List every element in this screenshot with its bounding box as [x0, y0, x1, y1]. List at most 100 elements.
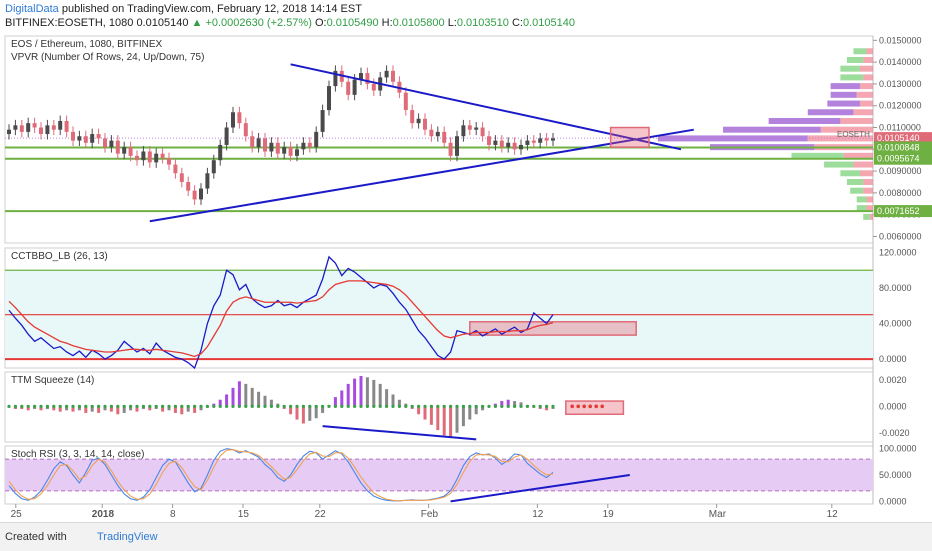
squeeze-bar — [321, 406, 325, 413]
candle-body — [199, 188, 203, 200]
squeeze-dot — [570, 404, 574, 409]
close-label: C: — [511, 17, 523, 29]
candle-body — [403, 92, 408, 111]
candle-body — [141, 151, 146, 161]
y-tick-label-4: 50.0000 — [879, 470, 912, 480]
squeeze-dot — [372, 404, 376, 408]
vpvr-bar-up — [840, 74, 864, 81]
price-label-bg — [874, 205, 932, 218]
candle-body — [531, 140, 536, 143]
squeeze-bar — [135, 406, 139, 412]
squeeze-dot — [436, 404, 440, 408]
squeeze-dot — [327, 404, 331, 408]
low-value: 0.0103510 — [456, 17, 509, 29]
squeeze-dot — [429, 404, 433, 408]
squeeze-dot — [397, 404, 401, 408]
vpvr-bar-down — [840, 117, 873, 124]
squeeze-dot — [314, 404, 318, 408]
squeeze-dot — [487, 404, 491, 408]
squeeze-bar — [429, 406, 433, 425]
trendline — [450, 474, 630, 503]
pane-title-4: Stoch RSI (3, 3, 14, 14, close) — [11, 449, 144, 460]
vpvr-bar-down — [859, 100, 873, 107]
squeeze-dot — [353, 404, 357, 408]
chart-area[interactable]: EOS / Ethereum, 1080, BITFINEX CCTBBO_LB … — [0, 30, 932, 522]
squeeze-bar — [468, 406, 472, 420]
squeeze-dot — [301, 404, 305, 408]
vpvr-bar-up — [846, 56, 864, 63]
candle-body — [307, 142, 312, 148]
y-tick-label-2: 120.0000 — [879, 247, 917, 257]
squeeze-dot — [500, 404, 504, 408]
high-value: 0.0105800 — [392, 17, 445, 29]
candle-body — [128, 147, 133, 156]
author-link[interactable]: DigitalData — [5, 3, 59, 15]
squeeze-bar — [218, 399, 222, 407]
candle-body — [147, 151, 152, 163]
squeeze-bar — [346, 383, 350, 407]
vpvr-bar-down — [863, 187, 873, 194]
candle-body — [192, 190, 197, 200]
vpvr-bar-down — [859, 83, 873, 90]
vpvr-bar-down — [863, 178, 873, 185]
open-label: O: — [314, 17, 327, 29]
squeeze-dot — [461, 404, 465, 408]
squeeze-dot — [7, 404, 11, 408]
candle-body — [224, 127, 229, 145]
squeeze-dot — [52, 404, 56, 408]
squeeze-dot — [65, 404, 69, 408]
price-label-bg — [874, 141, 932, 154]
squeeze-dot — [588, 404, 592, 409]
squeeze-bar — [58, 406, 62, 412]
price-label: 0.0100848 — [877, 142, 920, 152]
squeeze-dot — [333, 404, 337, 408]
y-tick-label-1: 0.0150000 — [879, 35, 922, 45]
squeeze-dot — [378, 404, 382, 408]
squeeze-dot — [161, 404, 165, 408]
candle-body — [448, 142, 453, 156]
candle-body — [269, 142, 274, 152]
vpvr-bar-up — [768, 117, 841, 124]
squeeze-bar — [289, 406, 293, 415]
y-tick-label-1: 0.0140000 — [879, 57, 922, 67]
squeeze-dot — [295, 404, 299, 408]
candle-body — [77, 136, 82, 141]
squeeze-dot — [250, 404, 254, 408]
squeeze-dot — [39, 404, 43, 408]
candle-body — [512, 142, 517, 150]
squeeze-dot — [71, 404, 75, 408]
price-label-bg — [874, 132, 932, 145]
y-tick-label-3: -0.0020 — [879, 428, 910, 438]
squeeze-bar — [225, 394, 229, 407]
squeeze-dot — [506, 404, 510, 408]
squeeze-dot — [525, 404, 530, 408]
squeeze-dot — [417, 404, 421, 408]
candle-body — [186, 181, 191, 191]
squeeze-dot — [154, 404, 158, 408]
candle-body — [519, 144, 523, 150]
candle-body — [333, 70, 338, 87]
squeeze-dot — [225, 404, 229, 408]
up-arrow-icon: ▲ — [191, 17, 203, 29]
squeeze-bar — [129, 406, 133, 411]
vpvr-bar-up — [850, 187, 864, 194]
squeeze-dot — [180, 404, 184, 408]
y-tick-label-3: 0.0020 — [879, 375, 907, 385]
squeeze-bar — [365, 377, 369, 407]
vpvr-bar-up — [846, 178, 864, 185]
tradingview-logo-link[interactable]: TradingView — [97, 531, 158, 543]
pane-title-2: CCTBBO_LB (26, 13) — [11, 251, 108, 262]
squeeze-dot — [404, 404, 408, 408]
squeeze-dot — [442, 404, 446, 408]
squeeze-bar — [333, 397, 337, 407]
candle-body — [282, 147, 287, 154]
footer: Created with TradingView — [0, 522, 932, 551]
y-tick-label-3: 0.0000 — [879, 401, 907, 411]
candle-body — [538, 138, 543, 143]
vpvr-bar-up — [791, 152, 844, 159]
vpvr-bar-up — [863, 213, 870, 220]
price-label: 0.0105140 — [877, 133, 920, 143]
vpvr-bar-up — [824, 161, 854, 168]
vpvr-bar-up — [840, 170, 860, 177]
vpvr-bar-up — [853, 48, 867, 55]
